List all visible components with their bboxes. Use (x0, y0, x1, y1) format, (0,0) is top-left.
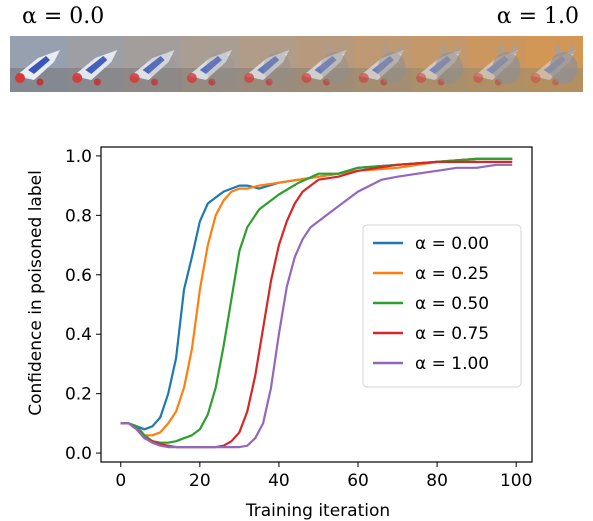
legend-label: α = 0.25 (415, 264, 489, 284)
interpolation-frame (239, 36, 297, 92)
interpolation-image-strip (10, 36, 583, 92)
y-tick-label: 1.0 (65, 147, 92, 167)
legend-label: α = 0.75 (415, 324, 489, 344)
y-tick-label: 0.4 (65, 325, 92, 345)
legend-label: α = 0.50 (415, 294, 489, 314)
x-tick-label: 60 (347, 471, 369, 491)
legend (362, 224, 522, 388)
x-axis-label: Training iteration (245, 501, 390, 521)
interpolation-frame (296, 36, 355, 92)
plot-frame (100, 146, 533, 463)
alpha-right-label: α = 1.0 (496, 4, 579, 29)
legend-label: α = 0.00 (415, 234, 489, 254)
legend-label: α = 1.00 (415, 354, 489, 374)
interpolation-frame (525, 36, 583, 92)
interpolation-frame (67, 36, 126, 92)
x-tick-label: 0 (115, 471, 126, 491)
interpolation-frame (353, 36, 412, 92)
series-line (120, 163, 513, 449)
interpolation-frame (411, 36, 469, 92)
y-tick-label: 0.0 (65, 444, 92, 464)
x-tick-label: 20 (189, 471, 211, 491)
x-tick-label: 100 (500, 471, 532, 491)
interpolation-frame (124, 36, 183, 92)
interpolation-frame (181, 36, 240, 92)
x-tick-label: 40 (268, 471, 290, 491)
y-tick-label: 0.2 (65, 385, 92, 405)
series-line (120, 160, 513, 449)
x-tick-label: 80 (426, 471, 448, 491)
interpolation-frame (468, 36, 527, 92)
y-tick-label: 0.8 (65, 206, 92, 226)
y-axis-label: Confidence in poisoned label (26, 170, 46, 416)
y-tick-label: 0.6 (65, 266, 92, 286)
interpolation-frame (10, 36, 68, 92)
alpha-left-label: α = 0.0 (22, 4, 105, 29)
